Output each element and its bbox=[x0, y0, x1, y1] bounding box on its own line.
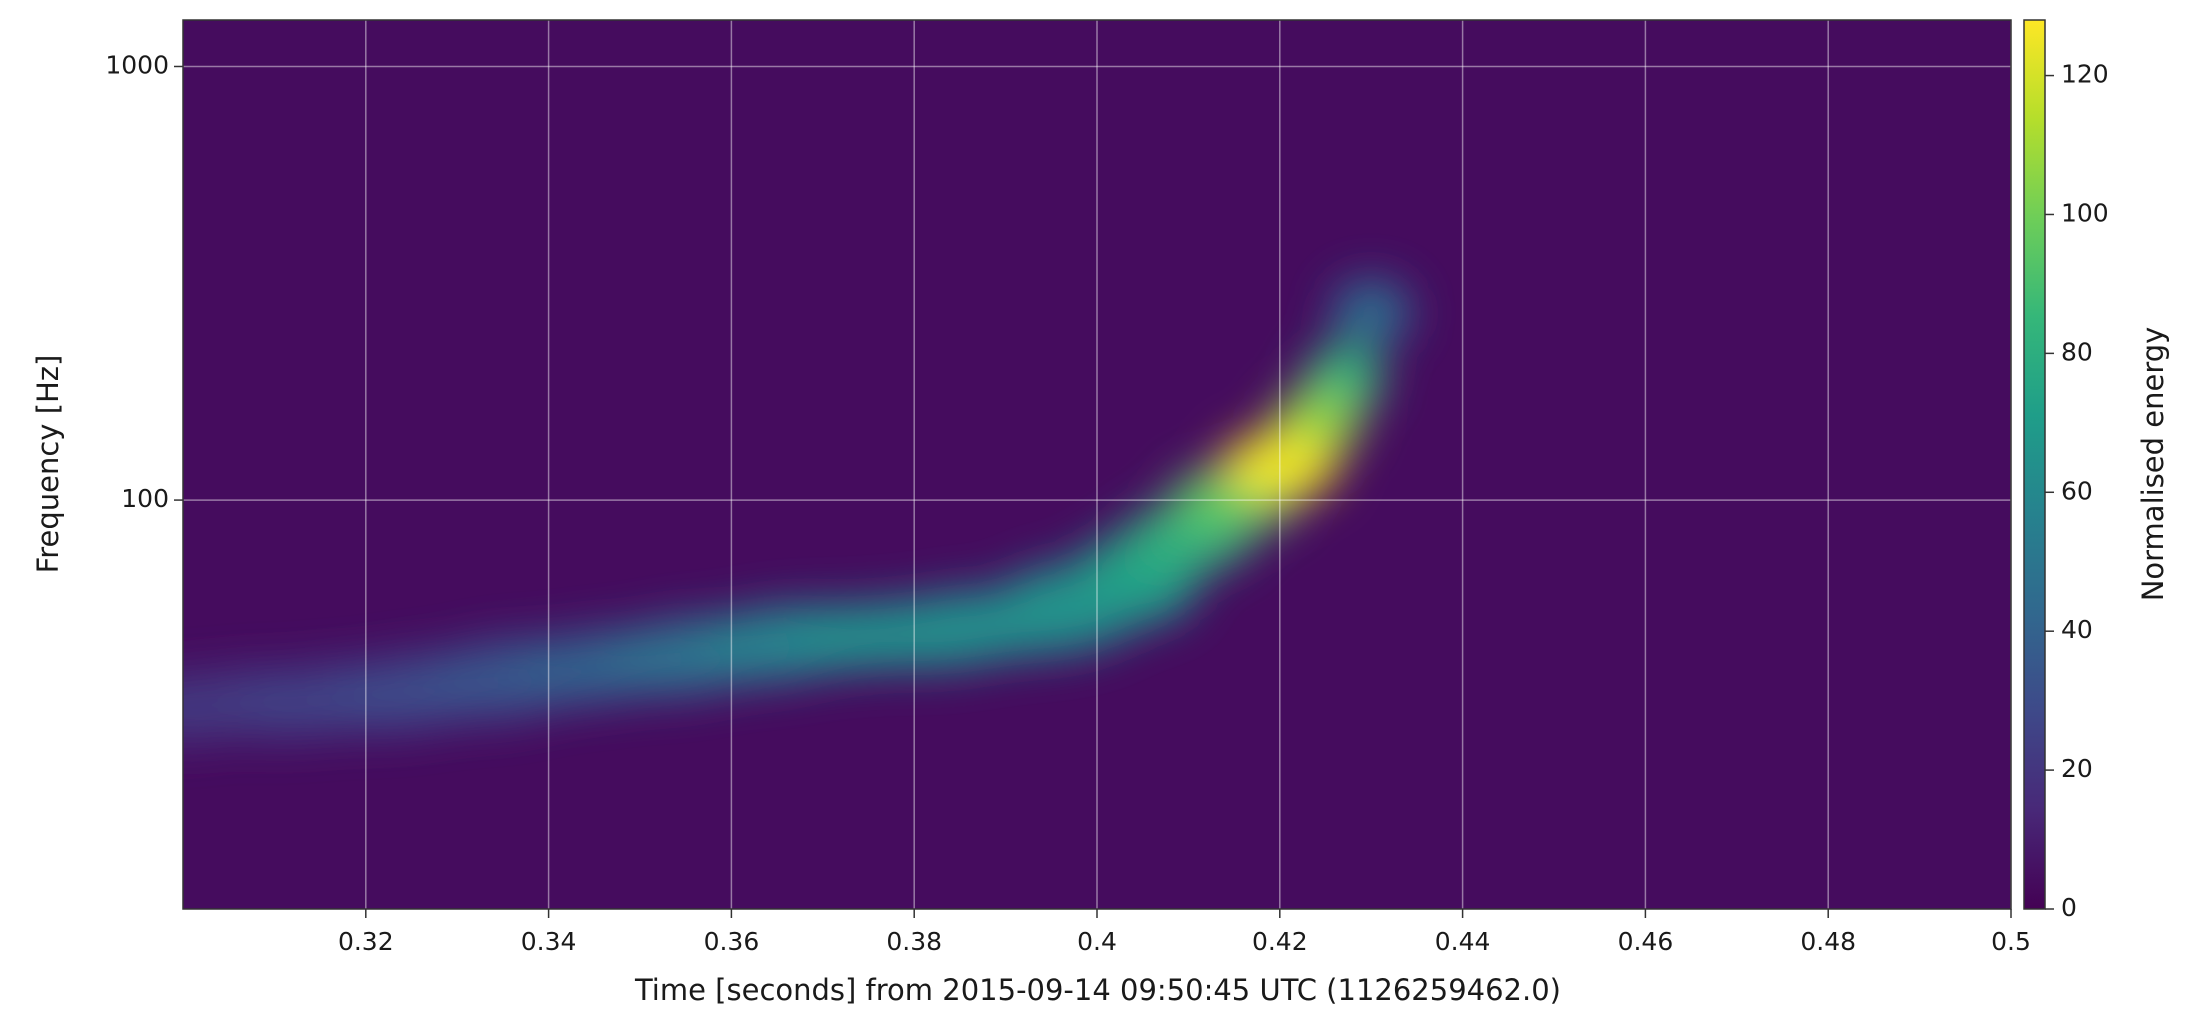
x-tick-label: 0.36 bbox=[704, 927, 760, 956]
colorbar-label: Normalised energy bbox=[2136, 327, 2170, 602]
x-tick-label: 0.34 bbox=[521, 927, 577, 956]
colorbar bbox=[2023, 19, 2046, 910]
x-tick-label: 0.32 bbox=[338, 927, 394, 956]
colorbar-tick-label: 0 bbox=[2061, 893, 2077, 922]
colorbar-tick-label: 60 bbox=[2061, 476, 2093, 505]
plot-background bbox=[183, 20, 2011, 909]
x-tick-label: 0.44 bbox=[1435, 927, 1491, 956]
plot-frame bbox=[182, 19, 2012, 910]
x-tick-label: 0.42 bbox=[1252, 927, 1308, 956]
y-tick-label: 100 bbox=[121, 484, 169, 513]
colorbar-tick-label: 40 bbox=[2061, 615, 2093, 644]
x-axis-label: Time [seconds] from 2015-09-14 09:50:45 … bbox=[634, 973, 1561, 1007]
x-tick-label: 0.48 bbox=[1800, 927, 1856, 956]
y-tick-label: 1000 bbox=[105, 50, 169, 79]
colorbar-tick-label: 120 bbox=[2061, 60, 2109, 89]
y-axis-label: Frequency [Hz] bbox=[31, 355, 65, 574]
x-tick-label: 0.4 bbox=[1077, 927, 1117, 956]
colorbar-tick-label: 80 bbox=[2061, 337, 2093, 366]
energy-blob bbox=[1222, 431, 1338, 500]
heatmap bbox=[183, 279, 1412, 743]
energy-blob bbox=[786, 600, 1043, 669]
colorbar-tick-label: 100 bbox=[2061, 198, 2109, 227]
x-tick-label: 0.46 bbox=[1618, 927, 1674, 956]
x-tick-label: 0.38 bbox=[886, 927, 942, 956]
x-tick-label: 0.5 bbox=[1991, 927, 2031, 956]
colorbar-tick-label: 20 bbox=[2061, 754, 2093, 783]
energy-blob bbox=[1331, 279, 1412, 348]
heatmap-blur bbox=[183, 279, 1412, 743]
